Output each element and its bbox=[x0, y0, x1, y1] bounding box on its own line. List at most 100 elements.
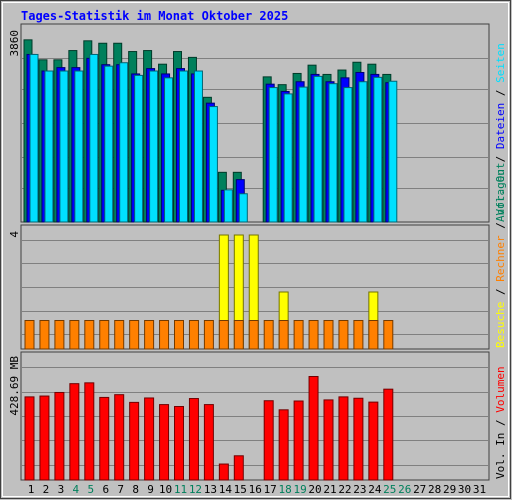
bar-seiten-day-6 bbox=[104, 65, 114, 223]
x-tick-day-22: 22 bbox=[338, 483, 351, 496]
panel-requests-y-tick: 3860 bbox=[8, 30, 21, 57]
bar-rechner-day-13 bbox=[203, 320, 214, 350]
bar-rechner-day-4 bbox=[69, 320, 80, 350]
bar-seiten-day-7 bbox=[119, 62, 129, 223]
x-tick-day-27: 27 bbox=[413, 483, 426, 496]
bar-volumen-day-2 bbox=[39, 395, 50, 481]
bar-seiten-day-5 bbox=[89, 53, 99, 223]
bar-volumen-day-18 bbox=[278, 409, 289, 481]
x-tick-day-16: 16 bbox=[249, 483, 262, 496]
panel-requests-right-label: Anfragen / Dateien / Seiten bbox=[494, 43, 507, 222]
right-label-dateien: Dateien bbox=[494, 103, 507, 149]
panel-requests: 3860 Anfragen / Dateien / Seiten bbox=[8, 23, 507, 223]
bar-volumen-day-4 bbox=[69, 383, 80, 481]
bar-seiten-day-23 bbox=[358, 81, 368, 223]
panel-volume-bars bbox=[22, 367, 489, 481]
x-tick-day-20: 20 bbox=[308, 483, 321, 496]
bar-seiten-day-11 bbox=[179, 70, 188, 223]
x-tick-day-2: 2 bbox=[43, 483, 50, 496]
x-tick-day-1: 1 bbox=[28, 483, 35, 496]
x-tick-day-8: 8 bbox=[132, 483, 139, 496]
bar-rechner-day-20 bbox=[308, 320, 319, 350]
x-tick-day-14: 14 bbox=[219, 483, 233, 496]
bar-rechner-day-10 bbox=[159, 320, 170, 350]
bar-seiten-day-2 bbox=[44, 70, 54, 223]
x-tick-day-25: 25 bbox=[383, 483, 396, 496]
right-label-anfragen: Anfragen bbox=[494, 169, 507, 222]
bar-rechner-day-6 bbox=[99, 320, 110, 350]
right-label-separator: / bbox=[494, 282, 507, 302]
bar-rechner-day-2 bbox=[39, 320, 50, 350]
panel-requests-bars bbox=[22, 39, 489, 223]
x-tick-day-19: 19 bbox=[293, 483, 306, 496]
bar-seiten-day-10 bbox=[164, 77, 174, 223]
x-tick-day-29: 29 bbox=[443, 483, 456, 496]
bar-volumen-day-3 bbox=[54, 391, 65, 481]
bar-seiten-day-1 bbox=[29, 53, 39, 223]
bar-rechner-day-22 bbox=[338, 320, 349, 350]
bar-rechner-day-23 bbox=[353, 320, 364, 350]
bar-seiten-day-14 bbox=[223, 189, 233, 223]
bar-rechner-day-7 bbox=[114, 320, 125, 350]
bar-rechner-day-1 bbox=[24, 320, 35, 350]
bar-volumen-day-1 bbox=[24, 396, 35, 481]
bar-volumen-day-9 bbox=[144, 397, 155, 481]
bar-rechner-day-24 bbox=[368, 320, 379, 350]
bar-seiten-day-20 bbox=[313, 75, 323, 223]
bar-rechner-day-9 bbox=[144, 320, 155, 350]
chart-title: Tages-Statistik im Monat Oktober 2025 bbox=[21, 9, 288, 23]
bar-rechner-day-19 bbox=[293, 320, 304, 350]
x-tick-day-3: 3 bbox=[58, 483, 65, 496]
x-tick-day-31: 31 bbox=[473, 483, 486, 496]
x-tick-day-26: 26 bbox=[398, 483, 411, 496]
panel-visits-bars bbox=[22, 234, 489, 350]
x-tick-day-5: 5 bbox=[87, 483, 94, 496]
bar-seiten-day-12 bbox=[193, 70, 203, 223]
bar-rechner-day-14 bbox=[218, 320, 229, 350]
bar-seiten-day-8 bbox=[134, 74, 144, 223]
x-tick-day-12: 12 bbox=[189, 483, 202, 496]
bar-rechner-day-17 bbox=[263, 320, 274, 350]
right-label-besuche: Besuche bbox=[494, 302, 507, 348]
bar-volumen-day-12 bbox=[188, 398, 199, 481]
x-tick-day-13: 13 bbox=[204, 483, 217, 496]
bar-seiten-day-19 bbox=[298, 86, 308, 223]
x-tick-day-28: 28 bbox=[428, 483, 441, 496]
bar-volumen-day-21 bbox=[323, 399, 334, 481]
x-tick-day-11: 11 bbox=[174, 483, 187, 496]
bar-rechner-day-25 bbox=[383, 320, 394, 350]
bar-seiten-day-21 bbox=[328, 83, 338, 223]
bar-volumen-day-10 bbox=[159, 404, 170, 481]
bar-seiten-day-25 bbox=[388, 80, 398, 223]
right-label-seiten: Seiten bbox=[494, 43, 507, 83]
bar-volumen-day-15 bbox=[233, 455, 244, 481]
right-label-separator: / bbox=[494, 413, 507, 433]
right-label-volumen: Volumen bbox=[494, 366, 507, 412]
x-tick-day-21: 21 bbox=[323, 483, 336, 496]
bar-seiten-day-3 bbox=[59, 70, 69, 223]
bar-volumen-day-8 bbox=[129, 401, 140, 481]
bar-rechner-day-12 bbox=[188, 320, 199, 350]
x-axis-day-labels: 1 2 3 4 5 6 7 8 9 10 11 12 13 14 15 16 17 18 19 20 21 22 23 24 2… bbox=[28, 483, 486, 496]
x-tick-day-15: 15 bbox=[234, 483, 247, 496]
bar-seiten-day-17 bbox=[268, 87, 278, 223]
panel-volume-y-tick: 428.69 MB bbox=[8, 356, 21, 416]
panel-visits-y-tick: 4 bbox=[8, 231, 21, 238]
bar-volumen-day-17 bbox=[263, 400, 274, 481]
x-tick-day-4: 4 bbox=[73, 483, 80, 496]
x-tick-day-30: 30 bbox=[458, 483, 471, 496]
bar-seiten-day-13 bbox=[208, 106, 218, 223]
bar-volumen-day-25 bbox=[383, 388, 394, 481]
bar-volumen-day-11 bbox=[174, 406, 184, 481]
bar-rechner-day-16 bbox=[248, 320, 259, 350]
bar-seiten-day-15 bbox=[238, 193, 248, 223]
bar-seiten-day-4 bbox=[74, 70, 84, 223]
bar-volumen-day-24 bbox=[368, 401, 379, 481]
bar-rechner-day-15 bbox=[233, 320, 244, 350]
bar-volumen-day-23 bbox=[353, 397, 364, 481]
bar-seiten-day-22 bbox=[343, 87, 353, 223]
x-tick-day-24: 24 bbox=[368, 483, 382, 496]
panel-volume-right-label: Vol. In / Volumen bbox=[494, 366, 507, 479]
panel-visits-right-label: Besuche / Rechner / Vol. Out bbox=[494, 163, 507, 348]
